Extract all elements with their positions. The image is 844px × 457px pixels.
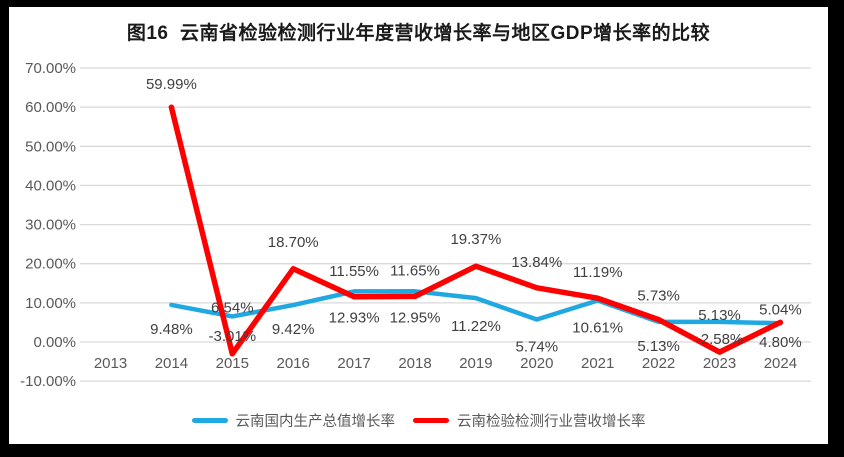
legend-label-gdp: 云南国内生产总值增长率 [235, 413, 396, 430]
x-axis-tick-label: 2014 [155, 355, 188, 372]
data-label-industry: 11.19% [573, 264, 623, 281]
x-axis-tick-label: 2024 [764, 355, 797, 372]
y-axis-tick-label: 70.00% [25, 60, 76, 77]
data-label-gdp: 12.95% [390, 309, 441, 326]
x-axis-tick-label: 2013 [94, 355, 127, 372]
data-label-industry: 59.99% [146, 76, 197, 93]
data-label-gdp: 5.13% [698, 307, 741, 324]
data-label-gdp: 12.93% [329, 309, 380, 326]
data-label-industry: -3.01% [209, 328, 257, 345]
x-axis-tick-label: 2016 [277, 355, 310, 372]
y-axis-tick-label: 30.00% [25, 217, 76, 234]
x-axis-tick-label: 2020 [520, 355, 553, 372]
legend-item-industry: 云南检验检测行业营收增长率 [413, 410, 646, 431]
data-label-gdp: 5.74% [516, 339, 559, 356]
chart-title: 图16 云南省检验检测行业年度营收增长率与地区GDP增长率的比较 [126, 23, 711, 44]
data-label-gdp: 6.54% [211, 299, 254, 316]
y-axis-tick-label: -10.00% [20, 373, 76, 390]
data-label-industry: -2.58% [696, 331, 744, 348]
x-axis-tick-label: 2018 [398, 355, 431, 372]
data-label-industry: 11.55% [329, 263, 379, 280]
legend-label-industry: 云南检验检测行业营收增长率 [457, 413, 646, 430]
gdp-line-swatch-icon [191, 417, 228, 423]
x-axis-tick-label: 2017 [337, 355, 370, 372]
data-label-gdp: 10.61% [572, 320, 623, 337]
legend: 云南国内生产总值增长率 云南检验检测行业营收增长率 [9, 410, 828, 430]
data-label-industry: 5.04% [759, 301, 802, 318]
data-label-gdp: 9.42% [272, 321, 315, 338]
data-label-industry: 18.70% [268, 234, 319, 251]
data-label-gdp: 5.13% [637, 338, 680, 355]
y-axis-tick-label: 60.00% [25, 99, 76, 116]
y-axis-tick-label: 20.00% [25, 256, 76, 273]
x-axis-tick-label: 2019 [459, 355, 492, 372]
x-axis-tick-label: 2023 [703, 355, 736, 372]
x-axis-tick-label: 2021 [581, 355, 614, 372]
data-label-gdp: 11.22% [451, 318, 501, 335]
y-axis-tick-label: 0.00% [33, 334, 76, 351]
data-label-gdp: 9.48% [150, 321, 193, 338]
legend-item-gdp: 云南国内生产总值增长率 [191, 410, 396, 431]
data-label-industry: 5.73% [637, 288, 680, 305]
data-label-industry: 11.65% [390, 262, 440, 279]
y-axis-tick-label: 50.00% [25, 138, 76, 155]
data-label-industry: 13.84% [511, 254, 562, 271]
x-axis-tick-label: 2022 [642, 355, 675, 372]
series-line-industry [168, 104, 784, 357]
industry-line-swatch-icon [413, 417, 449, 423]
data-label-industry: 19.37% [450, 231, 501, 248]
y-axis-tick-label: 10.00% [25, 295, 76, 312]
series-line-gdp [169, 289, 783, 326]
x-axis-tick-label: 2015 [216, 355, 249, 372]
chart-panel: 图16 云南省检验检测行业年度营收增长率与地区GDP增长率的比较 70.00% 6… [9, 7, 828, 444]
data-label-gdp: 4.80% [759, 334, 802, 351]
line-chart-plot-area: 70.00% 60.00% 50.00% 40.00% 30.00% 20.00% 10.0… [20, 60, 811, 390]
y-axis-tick-label: 40.00% [25, 177, 76, 194]
